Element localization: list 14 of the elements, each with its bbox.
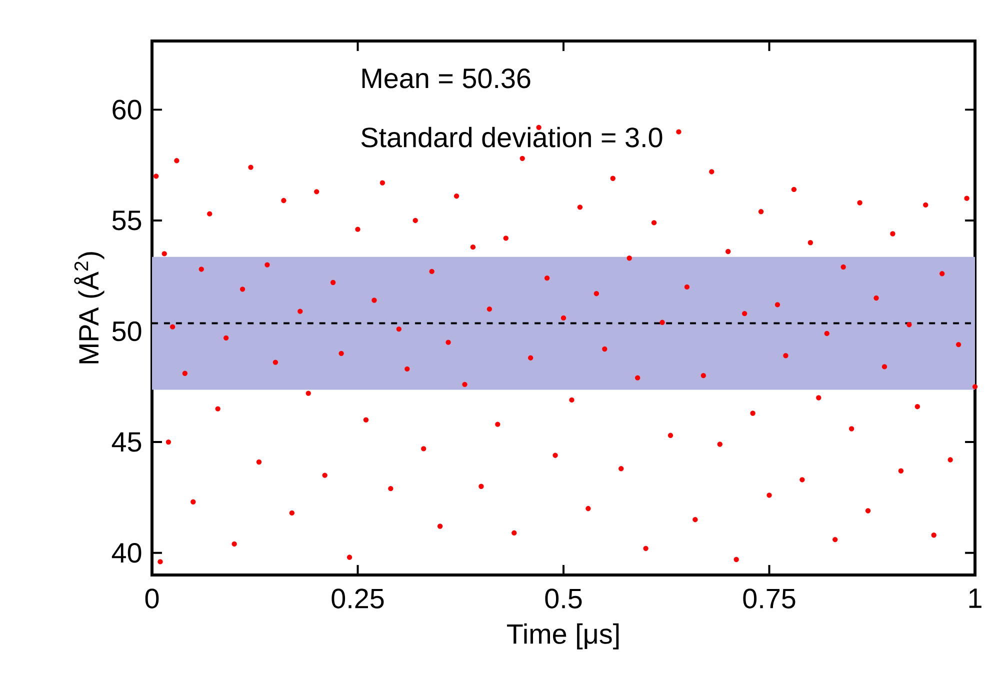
x-tick-label: 0.25 xyxy=(332,588,384,608)
annotation: Mean = 50.36 xyxy=(362,68,530,88)
y-tick-label: 55 xyxy=(112,210,142,230)
y-tick-label: 40 xyxy=(112,542,142,563)
x-tick-label: 1 xyxy=(969,588,982,608)
annotation: Standard deviation = 3.0 xyxy=(361,126,662,148)
y-tick-label: 50 xyxy=(112,321,142,342)
x-axis-title: Time [μs] xyxy=(507,623,619,650)
y-tick-label: 60 xyxy=(112,100,142,120)
x-tick-label: 0.75 xyxy=(743,588,796,608)
y-axis-title: MPA (Å$^{2}$) xyxy=(74,252,104,364)
x-tick-label: 0 xyxy=(145,588,159,608)
y-tick-label: 45 xyxy=(112,432,142,452)
x-tick-label: 0.5 xyxy=(545,588,582,608)
